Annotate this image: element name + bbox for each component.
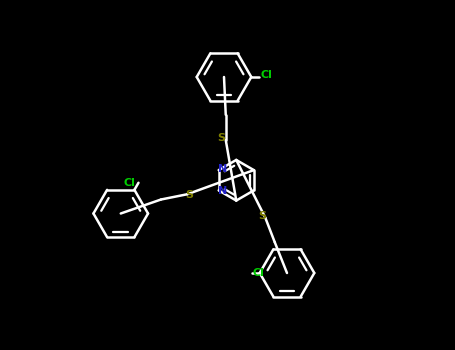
Text: Cl: Cl [261,70,273,80]
Text: S: S [186,190,194,200]
Text: Cl: Cl [253,268,264,278]
Text: Cl: Cl [124,178,136,188]
Text: N: N [217,164,227,174]
Text: S: S [258,211,267,221]
Text: N: N [217,186,227,196]
Text: S: S [217,133,226,143]
